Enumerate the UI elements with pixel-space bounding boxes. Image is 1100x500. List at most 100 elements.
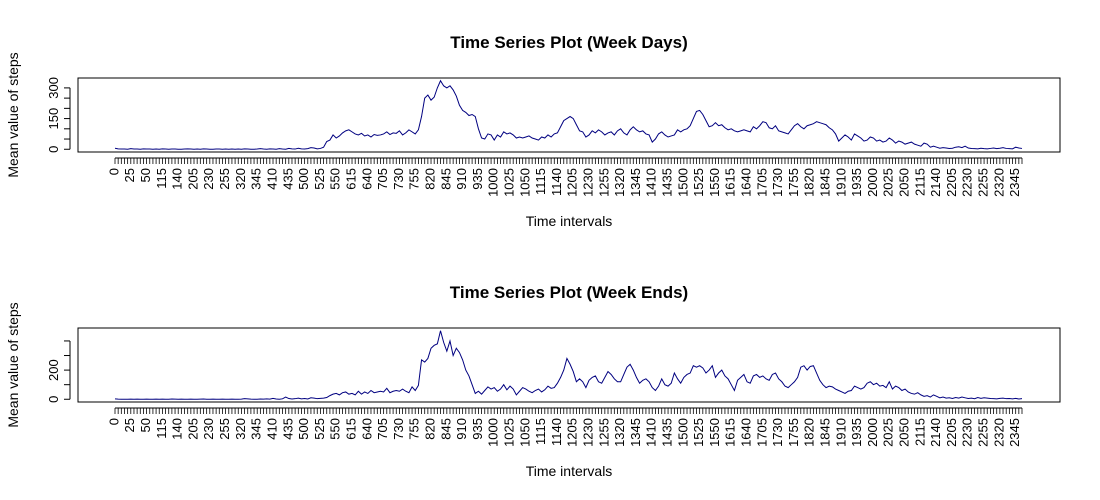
series-line (114, 79, 1023, 150)
x-tick-label: 435 (280, 168, 295, 190)
x-tick-label: 2050 (897, 418, 912, 447)
plot-box (77, 327, 1061, 403)
chart-title: Time Series Plot (Week Ends) (450, 283, 688, 302)
x-tick-label: 0 (106, 418, 121, 425)
x-tick-label: 345 (249, 418, 264, 440)
x-tick-label: 50 (138, 418, 153, 432)
x-tick-label: 730 (391, 418, 406, 440)
x-tick-label: 500 (296, 168, 311, 190)
x-tick-label: 640 (359, 418, 374, 440)
y-tick-label: 0 (46, 396, 61, 403)
x-tick-label: 755 (407, 418, 422, 440)
x-tick-label: 1820 (802, 418, 817, 447)
plot-box (77, 77, 1061, 153)
x-tick-label: 320 (233, 418, 248, 440)
x-tick-label: 1410 (644, 168, 659, 197)
x-tick-label: 1230 (580, 168, 595, 197)
x-tick-label: 1935 (849, 168, 864, 197)
x-tick-label: 255 (217, 418, 232, 440)
x-tick-label: 1205 (565, 168, 580, 197)
x-tick-label: 525 (312, 418, 327, 440)
y-tick-label: 0 (46, 146, 61, 153)
x-tick-label: 50 (138, 168, 153, 182)
x-tick-label: 1050 (517, 168, 532, 197)
panel: Time Series Plot (Week Ends) Time interva… (5, 283, 1061, 479)
x-tick-label: 1255 (596, 168, 611, 197)
x-tick-label: 1050 (517, 418, 532, 447)
x-tick-label: 1730 (770, 168, 785, 197)
x-tick-label: 2230 (960, 418, 975, 447)
x-tick-label: 615 (343, 418, 358, 440)
x-tick-label: 730 (391, 168, 406, 190)
x-tick-label: 1115 (533, 418, 548, 445)
x-tick-label: 2050 (897, 168, 912, 197)
x-tick-label: 345 (249, 168, 264, 190)
x-tick-label: 255 (217, 168, 232, 190)
x-tick-label: 1230 (580, 418, 595, 447)
panel: Time Series Plot (Week Days) Time interva… (5, 33, 1061, 229)
x-tick-label: 500 (296, 418, 311, 440)
x-tick-label: 2255 (976, 418, 991, 447)
x-tick-label: 550 (328, 418, 343, 440)
x-tick-label: 2320 (991, 418, 1006, 447)
x-tick-label: 1345 (628, 168, 643, 197)
x-tick-label: 2345 (1007, 418, 1022, 447)
x-tick-label: 1640 (738, 168, 753, 197)
x-tick-label: 820 (422, 418, 437, 440)
x-tick-label: 2025 (881, 418, 896, 447)
x-tick-label: 1845 (818, 168, 833, 197)
x-tick-label: 1910 (833, 168, 848, 197)
x-tick-label: 705 (375, 418, 390, 440)
y-axis-label: Mean value of steps (5, 52, 21, 177)
x-tick-label: 1820 (802, 168, 817, 197)
x-tick-label: 205 (185, 418, 200, 440)
x-tick-label: 2205 (944, 418, 959, 447)
x-tick-label: 2140 (928, 418, 943, 447)
x-tick-label: 2115 (912, 168, 927, 196)
x-tick-label: 820 (422, 168, 437, 190)
x-tick-label: 1410 (644, 418, 659, 447)
x-tick-label: 230 (201, 418, 216, 440)
x-tick-label: 1845 (818, 418, 833, 447)
x-tick-label: 2140 (928, 168, 943, 197)
x-tick-label: 2000 (865, 168, 880, 197)
x-tick-label: 1000 (486, 168, 501, 197)
x-tick-label: 935 (470, 418, 485, 440)
x-tick-label: 320 (233, 168, 248, 190)
x-tick-label: 1705 (754, 418, 769, 447)
x-tick-label: 2320 (991, 168, 1006, 197)
x-tick-label: 115 (154, 418, 169, 439)
x-tick-label: 0 (106, 168, 121, 175)
x-tick-label: 1025 (501, 168, 516, 197)
x-tick-label: 2025 (881, 168, 896, 197)
x-tick-label: 1755 (786, 168, 801, 197)
x-tick-label: 705 (375, 168, 390, 190)
x-tick-label: 1205 (565, 418, 580, 447)
x-tick-label: 1755 (786, 418, 801, 447)
x-tick-label: 615 (343, 168, 358, 190)
x-axis-label: Time intervals (526, 213, 613, 229)
x-tick-label: 410 (264, 418, 279, 440)
x-tick-label: 1500 (675, 168, 690, 197)
x-tick-label: 1705 (754, 168, 769, 197)
x-tick-label: 230 (201, 168, 216, 190)
x-tick-label: 845 (438, 168, 453, 190)
x-tick-label: 25 (122, 168, 137, 182)
x-tick-label: 1550 (707, 418, 722, 447)
x-tick-label: 140 (170, 168, 185, 190)
x-tick-label: 2205 (944, 168, 959, 197)
x-tick-label: 640 (359, 168, 374, 190)
x-tick-label: 910 (454, 418, 469, 440)
x-tick-label: 525 (312, 168, 327, 190)
x-tick-label: 935 (470, 168, 485, 190)
chart-title: Time Series Plot (Week Days) (450, 33, 687, 52)
x-tick-label: 1525 (691, 168, 706, 197)
series-line (114, 330, 1023, 400)
x-tick-label: 435 (280, 418, 295, 440)
x-tick-label: 755 (407, 168, 422, 190)
x-tick-label: 1640 (738, 418, 753, 447)
y-tick-label: 200 (46, 359, 61, 381)
x-tick-label: 845 (438, 418, 453, 440)
